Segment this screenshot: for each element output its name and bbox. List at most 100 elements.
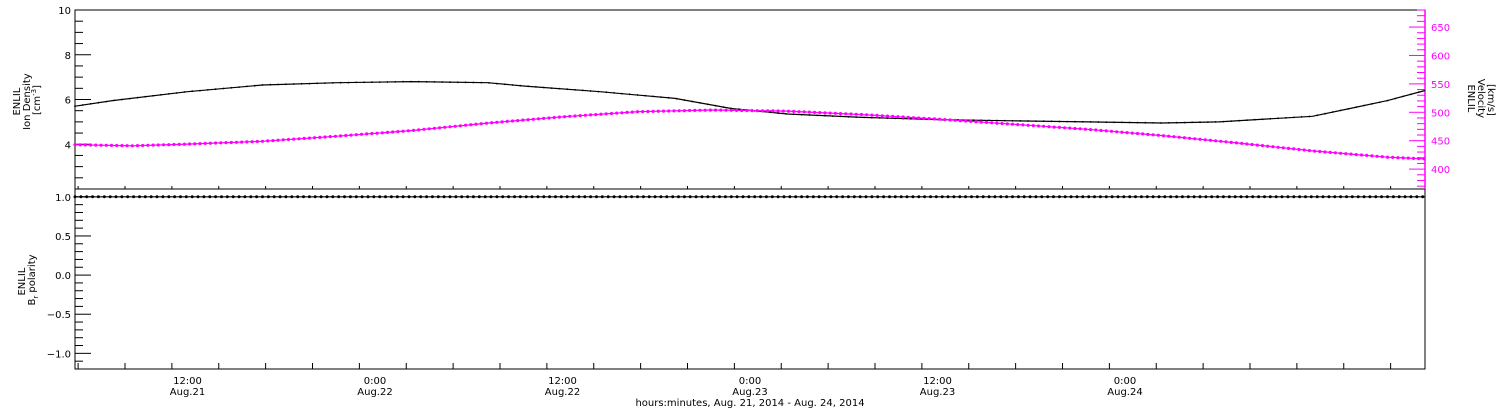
velocity-series-point [1177, 135, 1181, 139]
velocity-series-point [854, 112, 858, 116]
top-left-tick-label: 10 [58, 6, 71, 17]
x-tick-date-label: Aug.22 [545, 387, 580, 398]
velocity-series-point [698, 108, 702, 112]
polarity-series-point [911, 195, 915, 199]
velocity-series-point [875, 113, 879, 117]
polarity-series-point [1263, 195, 1266, 199]
velocity-series-point [1391, 155, 1395, 159]
polarity-series-point [794, 195, 798, 199]
polarity-series-point [747, 195, 751, 199]
density-series-point [472, 81, 475, 84]
velocity-series-point [609, 111, 614, 116]
velocity-series-point [552, 115, 556, 120]
velocity-series-point [568, 114, 572, 118]
x-tick-time-label: 0:00 [364, 376, 386, 387]
polarity-series-point [202, 195, 206, 199]
density-series-point [1050, 120, 1053, 123]
velocity-series-point [625, 110, 629, 114]
bottom-ylabel-line2: B [27, 299, 38, 306]
density-series-point [1261, 118, 1264, 121]
x-tick-date-label: Aug.23 [920, 387, 955, 398]
polarity-series-point [108, 195, 112, 199]
polarity-series-point [126, 195, 130, 199]
density-series-point [1394, 97, 1397, 100]
density-series-point [1386, 99, 1389, 102]
density-series-point [894, 117, 897, 120]
velocity-series-point [214, 141, 218, 145]
polarity-series-point [284, 195, 288, 199]
polarity-series-point [1069, 195, 1073, 199]
density-series-point [261, 84, 264, 86]
polarity-series-point [507, 195, 511, 199]
velocity-series-point [1120, 130, 1124, 134]
velocity-series-point [302, 136, 306, 140]
velocity-series-point [1302, 148, 1306, 152]
density-series-point [1324, 112, 1326, 115]
velocity-series-point [1328, 150, 1332, 154]
polarity-series-point [1257, 195, 1261, 199]
x-axis-label: hours:minutes, Aug. 21, 2014 - Aug. 24, … [635, 398, 864, 409]
polarity-series-point [354, 195, 358, 199]
polarity-series-point [272, 195, 276, 199]
velocity-series-point [276, 138, 280, 142]
x-tick-date-label: Aug.22 [357, 387, 392, 398]
velocity-series-point [344, 133, 348, 138]
density-series-point [81, 104, 84, 106]
velocity-series-point [589, 113, 593, 117]
density-series-point [206, 89, 209, 91]
polarity-series-point [741, 195, 745, 199]
velocity-series-point [828, 111, 832, 115]
polarity-series-point [513, 195, 516, 199]
velocity-series-point [1073, 126, 1077, 131]
velocity-series-point [974, 120, 978, 124]
density-series-point [253, 84, 256, 87]
polarity-series-point [554, 195, 557, 199]
velocity-series-point [313, 136, 317, 140]
velocity-series-point [1224, 140, 1228, 144]
polarity-series-point [231, 195, 235, 199]
polarity-series-point [278, 195, 282, 199]
density-series-point [331, 82, 334, 84]
polarity-series-point [120, 195, 124, 199]
polarity-series-point [249, 195, 253, 199]
density-series-point [855, 116, 858, 118]
velocity-series-point [620, 111, 624, 115]
velocity-series-point [859, 112, 864, 117]
polarity-series-point [688, 195, 692, 199]
polarity-series-point [624, 195, 628, 199]
density-series-point [691, 100, 694, 103]
velocity-series-point [1234, 141, 1239, 145]
polarity-series-point [835, 195, 839, 199]
density-series-point [738, 108, 740, 111]
polarity-series-point [79, 195, 83, 199]
polarity-series-point [307, 195, 311, 199]
polarity-series-point [389, 195, 393, 199]
density-series-point [456, 81, 459, 84]
polarity-series-point [923, 195, 927, 199]
x-tick-time-label: 0:00 [739, 376, 761, 387]
polarity-series-point [384, 195, 387, 199]
polarity-series-point [759, 195, 762, 199]
polarity-series-point [1011, 195, 1014, 199]
velocity-series-point [1359, 153, 1364, 157]
velocity-series-point [479, 122, 483, 126]
density-series-point [519, 84, 522, 87]
polarity-series-point [138, 195, 141, 199]
polarity-series-point [993, 195, 997, 199]
density-series-point [386, 81, 389, 83]
polarity-series-point [1210, 195, 1214, 199]
polarity-series-point [1104, 195, 1108, 199]
top-right-tick-label: 400 [1431, 165, 1450, 176]
velocity-series-point [505, 119, 509, 123]
velocity-series-point [792, 109, 796, 113]
velocity-series-point [1193, 137, 1197, 141]
polarity-series-point [483, 195, 487, 199]
polarity-series-point [899, 195, 903, 199]
density-series-point [878, 117, 881, 119]
density-series-point [1308, 115, 1311, 118]
velocity-series-point [281, 138, 285, 142]
polarity-series-point [1046, 195, 1050, 199]
velocity-series-point [995, 121, 999, 125]
velocity-series-point [1151, 133, 1155, 137]
top-left-tick-label: 8 [65, 51, 71, 62]
